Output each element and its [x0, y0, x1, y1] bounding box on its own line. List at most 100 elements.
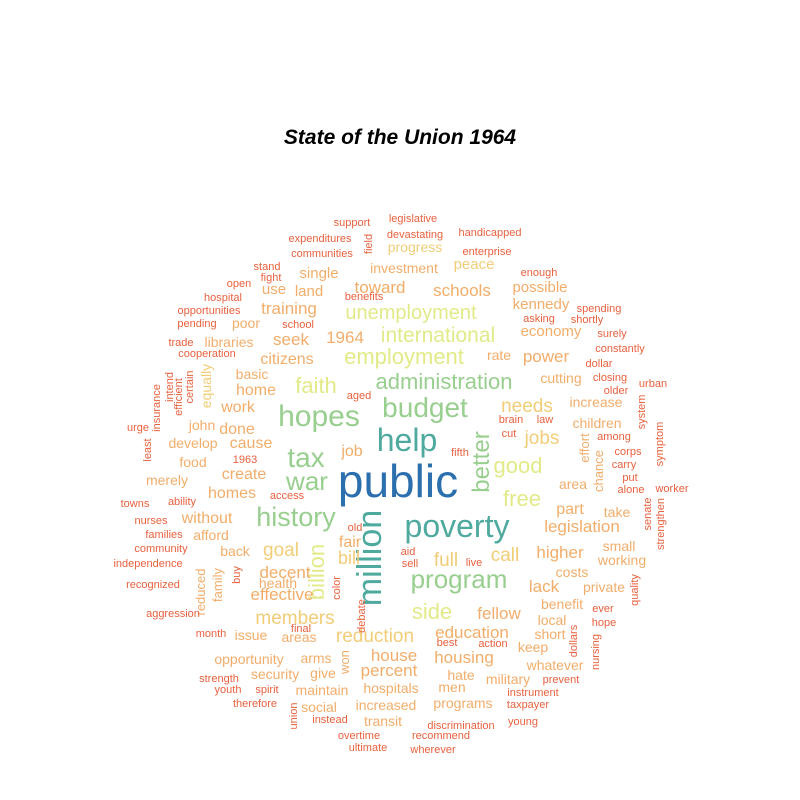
word-prevent: prevent	[543, 674, 580, 686]
word-side: side	[412, 599, 452, 624]
word-investment: investment	[370, 260, 438, 276]
word-bill: bill	[338, 548, 360, 568]
word-carry: carry	[612, 459, 637, 471]
word-take: take	[604, 504, 631, 520]
word-percent: percent	[361, 661, 418, 680]
word-equally: equally	[198, 364, 214, 408]
word-possible: possible	[512, 279, 567, 296]
word-spending: spending	[577, 303, 622, 315]
word-instead: instead	[312, 714, 347, 726]
word-transit: transit	[364, 713, 402, 729]
word-social: social	[301, 699, 337, 715]
word-john: john	[188, 417, 215, 433]
word-overtime: overtime	[338, 730, 380, 742]
word-put: put	[622, 472, 637, 484]
word-aid: aid	[401, 546, 416, 558]
word-housing: housing	[434, 648, 494, 667]
word-wherever: wherever	[409, 744, 456, 756]
word-million: million	[351, 510, 389, 606]
word-good: good	[494, 453, 543, 478]
word-law: law	[537, 414, 554, 426]
word-rate: rate	[487, 347, 511, 363]
word-basic: basic	[236, 366, 269, 382]
word-effective: effective	[250, 585, 313, 604]
word-month: month	[196, 628, 227, 640]
word-senate: senate	[642, 497, 654, 530]
word-back: back	[220, 543, 251, 559]
word-urban: urban	[639, 378, 667, 390]
word-older: older	[604, 385, 629, 397]
word-ever: ever	[592, 603, 614, 615]
word-use: use	[262, 281, 286, 298]
word-program: program	[411, 564, 508, 594]
word-hate: hate	[447, 667, 474, 683]
word-create: create	[222, 466, 267, 483]
word-merely: merely	[146, 472, 188, 488]
word-better: better	[468, 431, 495, 492]
word-fight: fight	[261, 272, 282, 284]
word-sell: sell	[402, 558, 419, 570]
word-increase: increase	[570, 394, 623, 410]
word-trade: trade	[168, 337, 193, 349]
word-schools: schools	[433, 281, 491, 300]
word-among: among	[597, 431, 631, 443]
word-toward: toward	[354, 278, 405, 297]
word-citizens: citizens	[260, 351, 313, 368]
word-shortly: shortly	[571, 314, 604, 326]
word-unemployment: unemployment	[345, 302, 477, 324]
word-urge: urge	[127, 422, 149, 434]
word-recommend: recommend	[412, 730, 470, 742]
word-security: security	[251, 666, 299, 682]
word-alone: alone	[618, 484, 645, 496]
word-free: free	[503, 486, 541, 511]
word-work: work	[220, 399, 256, 416]
word-fifth: fifth	[451, 447, 469, 459]
word-surely: surely	[597, 328, 627, 340]
word-opportunity: opportunity	[214, 651, 283, 667]
word-live: live	[466, 557, 483, 569]
word-power: power	[523, 347, 570, 366]
word-education: education	[435, 623, 509, 642]
word-color: color	[331, 576, 343, 600]
word-land: land	[295, 283, 323, 300]
word-history: history	[256, 502, 336, 532]
word-therefore: therefore	[233, 698, 277, 710]
word-men: men	[438, 679, 465, 695]
word-nursing: nursing	[590, 634, 602, 670]
word-worker: worker	[654, 483, 688, 495]
word-needs: needs	[501, 396, 553, 417]
word-families: families	[145, 529, 183, 541]
word-symptom: symptom	[654, 422, 666, 467]
word-access: access	[270, 490, 305, 502]
word-open: open	[227, 278, 251, 290]
word-administration: administration	[376, 369, 513, 394]
word-family: family	[210, 568, 225, 602]
word-poverty: poverty	[405, 508, 510, 544]
word-small: small	[603, 538, 636, 554]
word-fair: fair	[339, 534, 362, 551]
word-faith: faith	[295, 373, 337, 398]
word-cutting: cutting	[540, 370, 581, 386]
word-areas: areas	[281, 629, 316, 645]
word-instrument: instrument	[507, 687, 558, 699]
word-tax: tax	[287, 442, 324, 473]
word-corps: corps	[615, 446, 642, 458]
word-hospitals: hospitals	[363, 680, 418, 696]
word-maintain: maintain	[296, 682, 349, 698]
word-afford: afford	[193, 527, 229, 543]
word-cause: cause	[230, 435, 273, 452]
word-home: home	[236, 382, 276, 399]
word-billion: billion	[304, 544, 329, 600]
word-keep: keep	[518, 639, 549, 655]
word-best: best	[437, 637, 458, 649]
word-members: members	[255, 608, 334, 629]
word-military: military	[486, 671, 530, 687]
word-give: give	[310, 665, 336, 681]
word-programs: programs	[433, 695, 492, 711]
word-youth: youth	[215, 684, 242, 696]
word-taxpayer: taxpayer	[507, 699, 550, 711]
word-hopes: hopes	[278, 400, 360, 433]
word-health: health	[259, 575, 297, 591]
word-private: private	[583, 579, 625, 595]
